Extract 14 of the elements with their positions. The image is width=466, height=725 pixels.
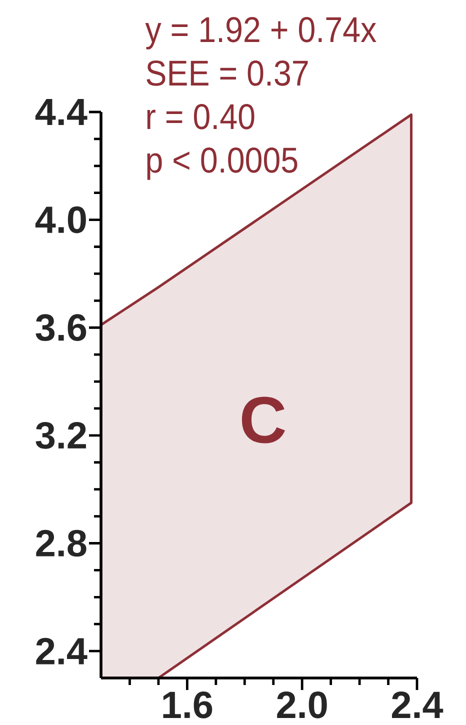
x-tick-label: 2.4: [392, 692, 444, 718]
annotation: r = 0.40: [147, 104, 254, 130]
y-tick-label: 3.6: [36, 314, 86, 342]
annotation: p < 0.0005: [147, 147, 298, 180]
x-tick-label: 2.0: [277, 692, 327, 718]
x-tick-label: 1.6: [163, 692, 212, 718]
annotation: C: [242, 396, 285, 444]
y-tick-label: 2.8: [36, 530, 86, 557]
y-tick-label: 4.0: [35, 206, 86, 234]
text: y = 1.92 + 0.74x: [145, 16, 376, 50]
y-tick-label: 2.4: [36, 638, 88, 664]
y-tick-label: 4.4: [35, 98, 88, 126]
text: SEE = 0.37: [146, 60, 308, 86]
y-tick-label: 3.2: [36, 422, 86, 449]
